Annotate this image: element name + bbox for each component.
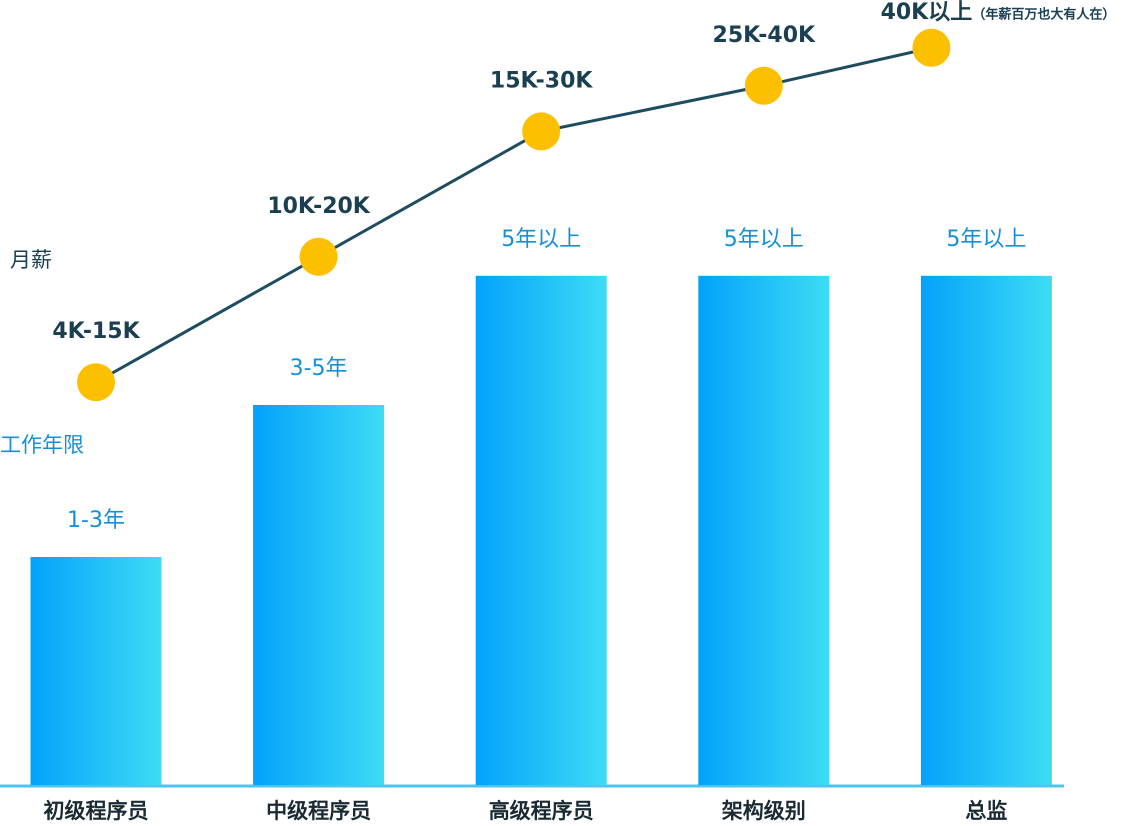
salary-label: 25K-40K bbox=[713, 23, 816, 48]
salary-label: 4K-15K bbox=[52, 319, 140, 344]
x-tick-label: 中级程序员 bbox=[266, 799, 371, 823]
bar-label: 1-3年 bbox=[67, 508, 125, 533]
bar bbox=[698, 275, 830, 785]
salary-note: （年薪百万也大有人在） bbox=[972, 6, 1115, 22]
bar bbox=[30, 557, 162, 785]
line-series-name: 月薪 bbox=[10, 248, 52, 272]
x-tick-label: 架构级别 bbox=[722, 799, 806, 823]
bar bbox=[920, 275, 1052, 785]
salary-point bbox=[77, 363, 115, 402]
x-tick-label: 总监 bbox=[965, 799, 1007, 823]
bar-label: 3-5年 bbox=[290, 356, 348, 381]
bar-label: 5年以上 bbox=[724, 227, 804, 252]
bar-series-name: 工作年限 bbox=[0, 433, 84, 457]
salary-point bbox=[744, 66, 783, 105]
bar bbox=[253, 405, 385, 785]
x-tick-label: 高级程序员 bbox=[489, 799, 594, 823]
salary-point bbox=[522, 112, 561, 151]
bar-label: 5年以上 bbox=[501, 227, 581, 252]
salary-point bbox=[299, 237, 338, 276]
salary-label: 15K-30K bbox=[490, 68, 593, 93]
salary-point bbox=[912, 28, 951, 67]
bar-label: 5年以上 bbox=[946, 227, 1026, 252]
salary-label: 10K-20K bbox=[267, 194, 370, 219]
bar bbox=[475, 275, 607, 785]
x-tick-label: 初级程序员 bbox=[44, 799, 149, 823]
salary-label: 40K以上 bbox=[881, 0, 973, 25]
